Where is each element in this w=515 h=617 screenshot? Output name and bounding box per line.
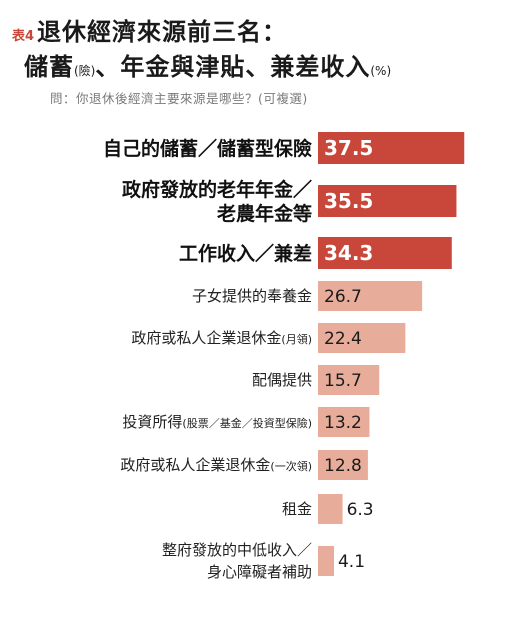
category-label-1-line-1: 老農年金等: [217, 202, 312, 225]
chart-title-line-2a: 儲蓄: [24, 53, 74, 81]
category-label-3: 子女提供的奉養金: [192, 287, 312, 305]
chart-title-line-1: 退休經濟來源前三名：: [37, 18, 288, 46]
value-label-9: 4.1: [338, 552, 365, 572]
category-label-4: 政府或私人企業退休金(月領): [131, 329, 312, 347]
bar-0: [318, 132, 465, 164]
title-line-2: 儲蓄 (險) 、年金與津貼、兼差收入 (%): [12, 47, 507, 82]
bar-3: [318, 281, 423, 311]
bar-1: [318, 185, 457, 217]
category-label-6: 投資所得(股票／基金／投資型保險): [122, 413, 312, 431]
value-label-1: 35.5: [324, 189, 373, 213]
bar-2: [318, 237, 452, 269]
chart-header: 表4 退休經濟來源前三名： 儲蓄 (險) 、年金與津貼、兼差收入 (%) 問：你…: [12, 12, 507, 107]
bar-7: [318, 450, 368, 480]
bar-9: [318, 546, 334, 576]
category-note-7: (一次領): [270, 459, 312, 473]
chart-title-line-2b: 、年金與津貼、兼差收入: [95, 53, 371, 81]
category-label-0: 自己的儲蓄／儲蓄型保險: [103, 137, 312, 160]
category-label-9-line-0: 整府發放的中低收入／: [162, 541, 312, 559]
category-label-2: 工作收入／兼差: [179, 242, 312, 265]
value-label-0: 37.5: [324, 136, 373, 160]
value-label-3: 26.7: [324, 287, 362, 307]
value-label-8: 6.3: [347, 500, 374, 520]
category-label-9-line-1: 身心障礙者補助: [207, 563, 312, 581]
value-label-2: 34.3: [324, 241, 373, 265]
value-label-5: 15.7: [324, 371, 362, 391]
value-label-6: 13.2: [324, 413, 362, 433]
bar-6: [318, 407, 370, 437]
category-note-6: (股票／基金／投資型保險): [182, 416, 312, 430]
bar-4: [318, 323, 406, 353]
category-note-4: (月領): [281, 332, 312, 346]
category-label-1-line-0: 政府發放的老年年金／: [122, 178, 312, 201]
category-label-7: 政府或私人企業退休金(一次領): [120, 456, 312, 474]
bar-8: [318, 494, 343, 524]
title-line-1: 表4 退休經濟來源前三名：: [12, 12, 507, 47]
value-label-4: 22.4: [324, 329, 362, 349]
category-label-8: 租金: [282, 500, 312, 518]
value-label-7: 12.8: [324, 456, 362, 476]
table-number: 表4: [12, 29, 35, 44]
category-label-5: 配偶提供: [252, 371, 312, 389]
chart-unit: (%): [370, 64, 392, 78]
survey-question: 問：你退休後經濟主要來源是哪些？(可複選): [50, 91, 308, 106]
bar-5: [318, 365, 380, 395]
chart-title-paren: (險): [74, 64, 96, 78]
